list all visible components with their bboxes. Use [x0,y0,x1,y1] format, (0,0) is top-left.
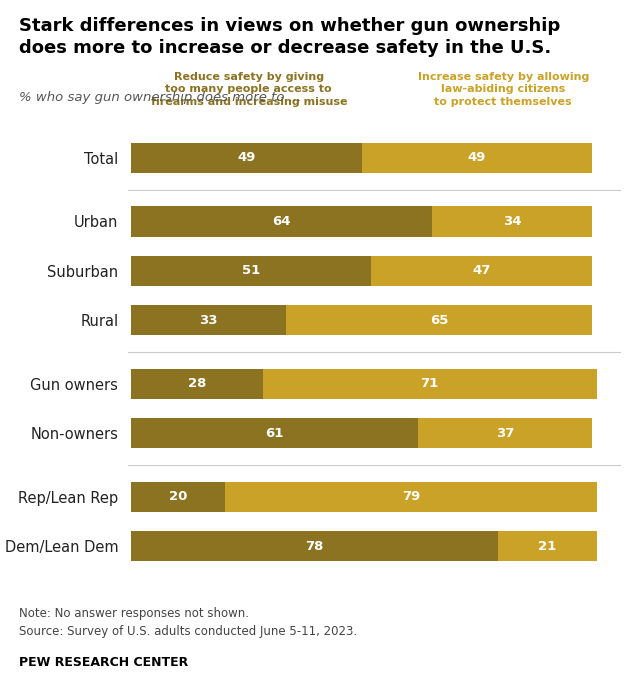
Bar [498,531,596,561]
Bar [263,369,596,399]
Text: 49: 49 [237,151,255,164]
Text: 47: 47 [472,264,491,277]
Text: 28: 28 [188,378,206,390]
Bar [418,418,592,448]
Bar [432,206,592,236]
Text: 65: 65 [430,314,448,326]
Text: 49: 49 [467,151,486,164]
Bar [131,482,225,512]
Text: 51: 51 [242,264,260,277]
Text: 78: 78 [305,540,324,553]
Text: 64: 64 [273,215,291,228]
Text: PEW RESEARCH CENTER: PEW RESEARCH CENTER [19,656,188,669]
Bar [131,418,418,448]
Text: % who say gun ownership does more to ...: % who say gun ownership does more to ... [19,91,301,104]
Bar [131,531,498,561]
Text: Stark differences in views on whether gun ownership
does more to increase or dec: Stark differences in views on whether gu… [19,17,561,57]
Text: Note: No answer responses not shown.
Source: Survey of U.S. adults conducted Jun: Note: No answer responses not shown. Sou… [19,607,357,638]
Bar [362,143,592,173]
Text: 33: 33 [200,314,218,326]
Text: 79: 79 [402,491,420,503]
Bar [225,482,596,512]
Bar [131,305,286,335]
Text: 61: 61 [266,427,284,439]
Bar [286,305,592,335]
Text: Increase safety by allowing
law-abiding citizens
to protect themselves: Increase safety by allowing law-abiding … [418,72,589,107]
Text: 71: 71 [420,378,439,390]
Bar [131,206,432,236]
Text: 34: 34 [502,215,521,228]
Bar [371,256,592,286]
Text: 21: 21 [538,540,556,553]
Bar [131,369,263,399]
Text: Reduce safety by giving
too many people access to
firearms and increasing misuse: Reduce safety by giving too many people … [150,72,347,107]
Bar [131,256,371,286]
Text: 20: 20 [169,491,188,503]
Bar [131,143,362,173]
Text: 37: 37 [496,427,514,439]
